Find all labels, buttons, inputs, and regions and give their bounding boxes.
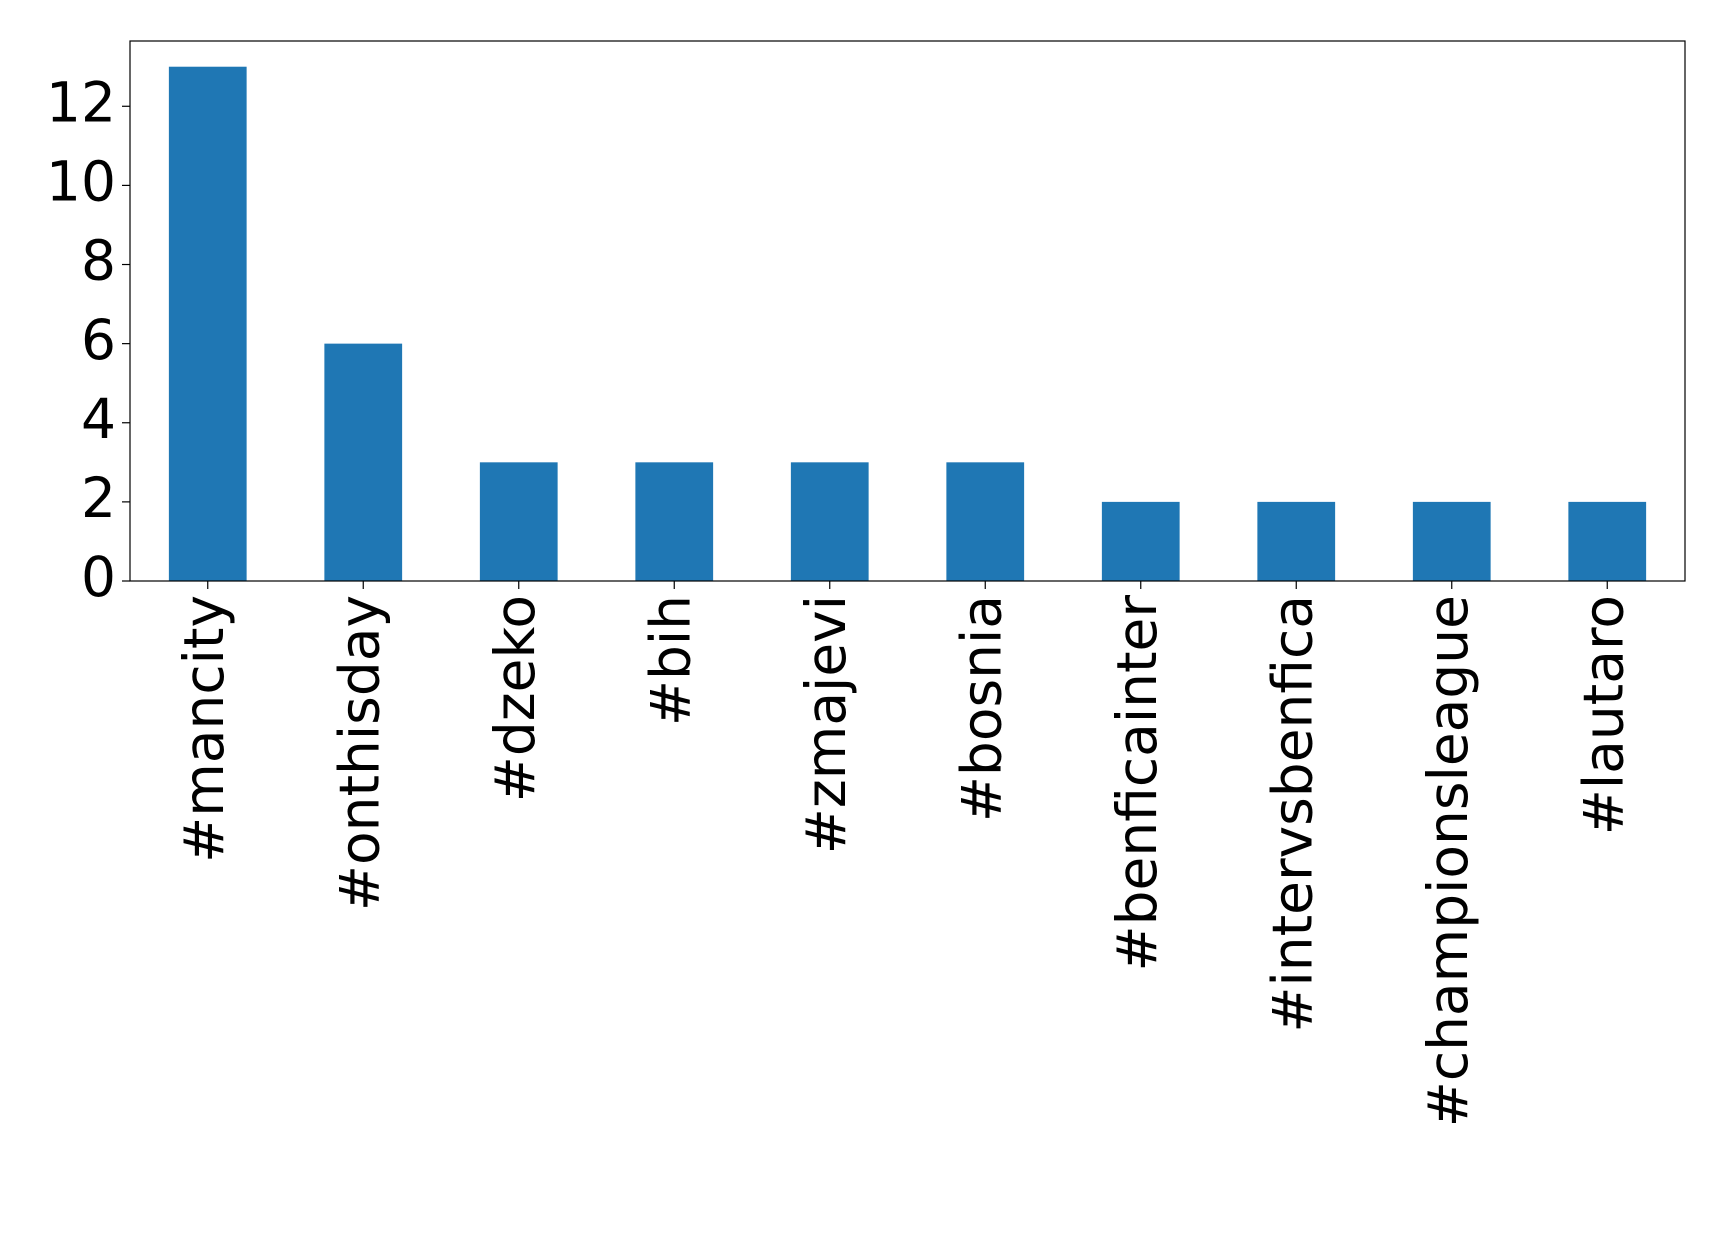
bar <box>479 462 558 581</box>
x-tick-label: #bosnia <box>949 595 1013 822</box>
x-tick-label: #dzeko <box>483 595 547 802</box>
bar <box>790 462 869 581</box>
x-tick-label: #intervsbenfica <box>1260 595 1324 1033</box>
x-tick-label: #championsleague <box>1416 595 1480 1127</box>
bar <box>1257 501 1336 581</box>
bar <box>1568 501 1647 581</box>
bar <box>635 462 714 581</box>
y-tick-label: 0 <box>81 545 116 609</box>
y-tick-label: 4 <box>81 387 116 451</box>
x-tick-label: #zmajevi <box>794 595 858 854</box>
y-tick-label: 12 <box>46 70 116 134</box>
y-tick-label: 10 <box>46 150 116 214</box>
x-tick-label: #bih <box>638 595 702 726</box>
x-tick-label: #benficainter <box>1105 595 1169 972</box>
bar <box>168 66 247 581</box>
bar <box>324 343 403 581</box>
bar <box>946 462 1025 581</box>
bar <box>1101 501 1180 581</box>
y-tick-label: 8 <box>81 229 116 293</box>
plot-frame <box>129 40 1686 582</box>
x-tick-label: #lautaro <box>1571 595 1635 835</box>
x-tick-label: #mancity <box>172 595 236 863</box>
y-tick-label: 2 <box>81 466 116 530</box>
y-tick-label: 6 <box>81 308 116 372</box>
x-tick-label: #onthisday <box>327 595 391 911</box>
bar <box>1412 501 1491 581</box>
